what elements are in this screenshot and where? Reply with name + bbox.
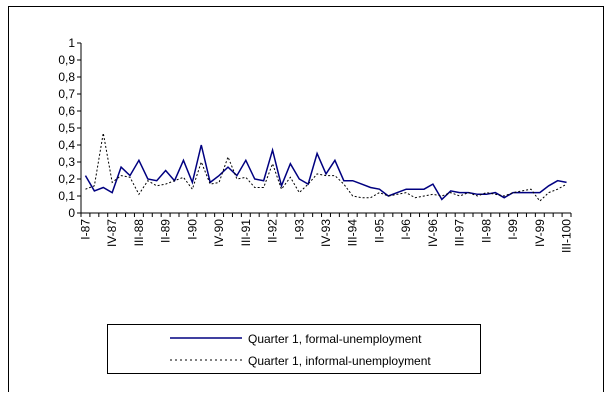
y-tick-label: 0,6	[58, 104, 75, 118]
x-tick-label: III-91	[239, 219, 253, 247]
y-tick-label: 0,4	[58, 138, 75, 152]
legend-swatch-formal	[170, 337, 242, 339]
x-tick-label: I-96	[399, 219, 413, 240]
x-tick-label: IV-87	[105, 219, 119, 247]
y-tick-label: 0,1	[58, 189, 75, 203]
legend-entry-formal: Quarter 1, formal-unemployment	[108, 330, 480, 350]
x-tick-label: I-87	[78, 219, 92, 240]
y-tick-label: 0,2	[58, 172, 75, 186]
x-tick-label: II-95	[372, 219, 386, 243]
x-tick-label: II-92	[266, 219, 280, 243]
x-tick-label: IV-93	[319, 219, 333, 247]
y-tick-label: 0	[68, 206, 75, 220]
series-line-formal	[84, 144, 567, 201]
y-tick-label: 0,9	[58, 53, 75, 67]
x-tick-label: II-98	[479, 219, 493, 243]
legend: Quarter 1, formal-unemployment Quarter 1…	[107, 324, 481, 374]
legend-swatch-informal	[170, 359, 242, 361]
x-tick-label: III-100	[560, 219, 574, 253]
legend-label-informal: Quarter 1, informal-unemployment	[248, 354, 431, 368]
y-tick-label: 0,7	[58, 87, 75, 101]
x-tick-label: I-99	[506, 219, 520, 240]
y-tick-label: 0,8	[58, 70, 75, 84]
x-tick-label: IV-96	[426, 219, 440, 247]
legend-entry-informal: Quarter 1, informal-unemployment	[108, 352, 480, 372]
series-line-informal	[85, 133, 567, 202]
x-tick-label: II-89	[159, 219, 173, 243]
x-tick-label: IV-99	[533, 219, 547, 247]
legend-label-formal: Quarter 1, formal-unemployment	[248, 332, 422, 346]
x-tick-label: IV-90	[212, 219, 226, 247]
x-tick-label: I-93	[292, 219, 306, 240]
y-tick-label: 1	[68, 36, 75, 50]
x-tick-label: I-90	[185, 219, 199, 240]
y-tick-label: 0,3	[58, 155, 75, 169]
x-tick-label: III-88	[132, 219, 146, 247]
chart-frame: 0 0,1 0,2 0,3 0,4 0,5 0,6 0,7 0,8 0,9 1 I-87 IV-87 II…	[8, 6, 604, 392]
x-tick-label: III-97	[453, 219, 467, 247]
x-tick-label: III-94	[346, 219, 360, 247]
line-chart: 0 0,1 0,2 0,3 0,4 0,5 0,6 0,7 0,8 0,9 1 I-87 IV-87 II…	[58, 36, 574, 253]
y-tick-label: 0,5	[58, 121, 75, 135]
